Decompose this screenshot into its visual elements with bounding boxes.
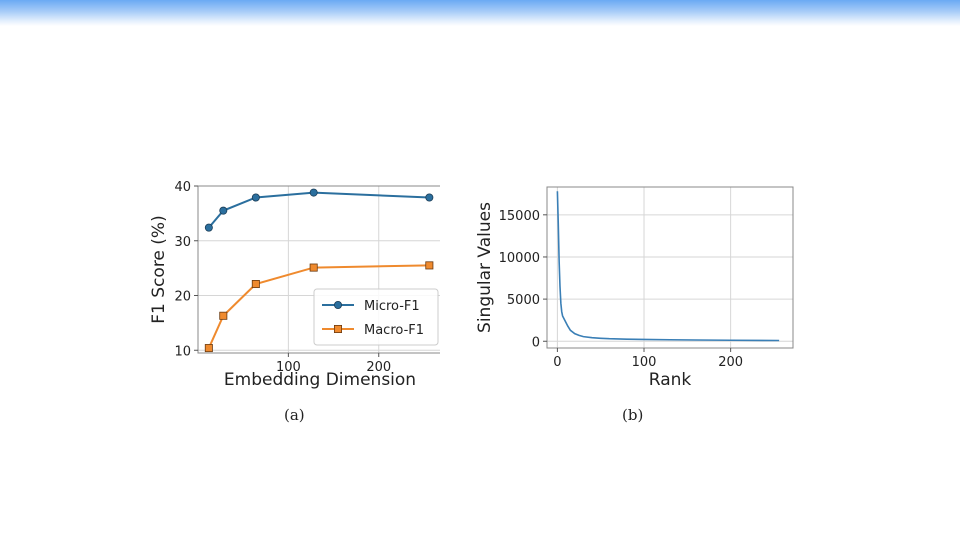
point-macro-f1: [251, 280, 260, 289]
y-tick-label: 5000: [507, 293, 540, 308]
series-line-micro-f1: [208, 191, 430, 229]
y-tick-label: 10: [174, 344, 191, 359]
y-tick-label: 15000: [499, 209, 540, 224]
x-tick-label: 200: [366, 360, 391, 375]
plot-frame: [197, 185, 440, 354]
legend-label: Micro-F1: [364, 299, 420, 314]
point-micro-f1: [219, 206, 228, 215]
caption-b: (b): [622, 406, 644, 424]
point-micro-f1: [309, 188, 318, 197]
legend-marker-micro-f1: [333, 300, 342, 309]
y-tick-label: 20: [174, 290, 191, 305]
header-gradient-bar: [0, 0, 960, 26]
x-tick-label: 100: [276, 360, 301, 375]
chart-b: 0 100 200 0 5000 10000 15000 Rank Singular Value…: [475, 186, 794, 390]
series-line-values: [556, 191, 780, 342]
legend-label: Macro-F1: [364, 323, 424, 338]
y-axis-label: Singular Values: [475, 202, 495, 333]
x-tick-label: 100: [632, 355, 657, 370]
y-tick-label: 10000: [499, 251, 540, 266]
chart-a: 100 200 10 20 30 40 Embedding Dimension F1 Scor…: [149, 180, 440, 390]
point-macro-f1: [204, 344, 213, 353]
plot-frame: [546, 186, 794, 349]
y-tick-label: 30: [174, 235, 191, 250]
x-tick-label: 0: [553, 355, 561, 370]
x-tick-label: 200: [718, 355, 743, 370]
legend-marker-macro-f1: [333, 324, 342, 333]
caption-a: (a): [284, 406, 305, 424]
point-micro-f1: [251, 193, 260, 202]
point-micro-f1: [425, 193, 434, 202]
legend-box: [313, 288, 439, 346]
point-macro-f1: [309, 263, 318, 272]
x-axis-label: Rank: [649, 370, 692, 390]
y-tick-label: 40: [174, 180, 191, 195]
point-macro-f1: [425, 261, 434, 270]
point-micro-f1: [204, 223, 213, 232]
point-macro-f1: [219, 311, 228, 320]
y-tick-label: 0: [532, 335, 540, 350]
y-axis-label: F1 Score (%): [149, 215, 169, 323]
x-axis-label: Embedding Dimension: [224, 370, 416, 390]
